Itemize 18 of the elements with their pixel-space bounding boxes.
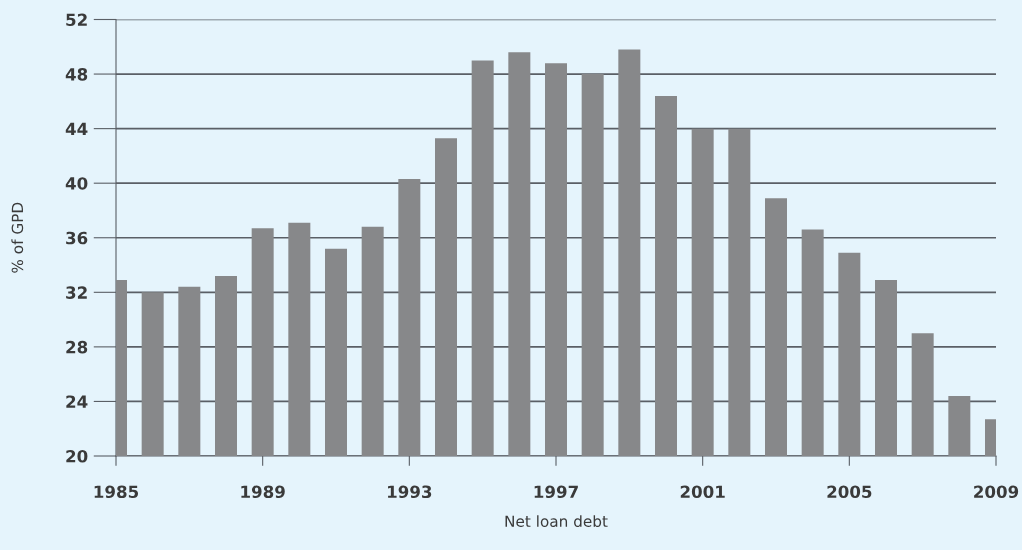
y-tick-label: 44 [65, 122, 88, 135]
y-tick-label: 40 [65, 177, 88, 190]
y-tick-label: 48 [65, 68, 88, 81]
y-tick-label: 24 [66, 395, 88, 408]
y-tick-label: 36 [66, 231, 88, 245]
x-axis-title: Net loan debt [505, 515, 608, 528]
x-tick-label: 2005 [827, 485, 872, 499]
x-tick-label: 1993 [388, 485, 432, 499]
y-axis-title: % of GPD [11, 202, 24, 273]
x-tick-label: 1997 [534, 485, 578, 499]
x-tick-label: 2009 [974, 485, 1019, 499]
x-tick-label: 1985 [94, 485, 139, 499]
y-tick-label: 52 [66, 13, 87, 27]
x-tick-label: 1989 [241, 485, 285, 499]
y-tick-label: 32 [66, 286, 87, 299]
y-tick-label: 28 [66, 340, 88, 354]
x-tick-label: 2001 [680, 485, 725, 499]
y-tick-label: 20 [66, 449, 88, 463]
